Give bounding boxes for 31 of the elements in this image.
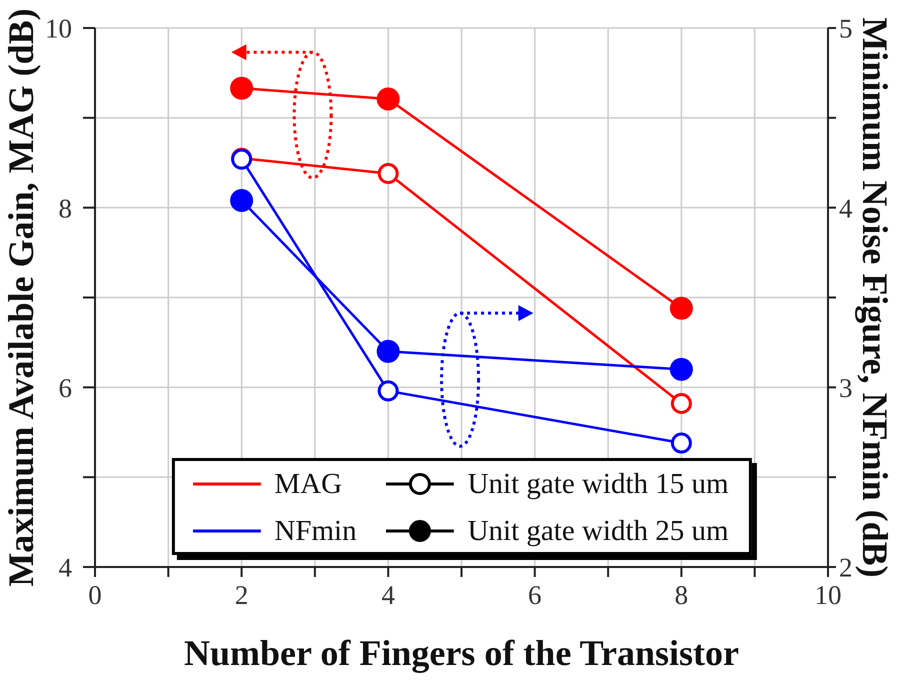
point (670, 358, 693, 381)
point (670, 432, 692, 454)
y-tick-label: 10 (45, 14, 72, 44)
x-tick-label: 4 (381, 580, 396, 610)
y2-axis-title: Minimum Noise Figure, NFmin (dB) (855, 17, 895, 578)
point (378, 380, 399, 402)
x-tick-label: 0 (88, 580, 102, 610)
point (376, 340, 400, 363)
legend-label: Unit gate width 15 um (468, 468, 729, 500)
legend-label: NFmin (274, 515, 357, 547)
point (670, 393, 692, 414)
x-tick-label: 2 (234, 580, 248, 610)
legend-label: Unit gate width 25 um (468, 515, 729, 547)
point (230, 76, 254, 100)
point (378, 163, 399, 184)
point (230, 188, 254, 212)
y-axis-title: Maximum Available Gain, MAG (dB) (1, 8, 41, 587)
x-axis-title: Number of Fingers of the Transistor (184, 633, 739, 673)
x-tick-label: 8 (674, 580, 688, 610)
point (376, 87, 400, 110)
legend-label: MAG (274, 468, 342, 500)
y-tick-label: 8 (58, 193, 72, 224)
x-tick-label: 6 (528, 580, 542, 610)
y2-tick-label: 5 (839, 14, 852, 44)
y2-tick-label: 2 (839, 552, 852, 583)
y-tick-label: 6 (58, 372, 72, 403)
y2-tick-label: 4 (839, 193, 853, 224)
x-tick-label: 10 (814, 580, 842, 610)
y-tick-label: 4 (58, 552, 72, 583)
y2-tick-label: 3 (839, 372, 852, 403)
point (670, 296, 693, 320)
